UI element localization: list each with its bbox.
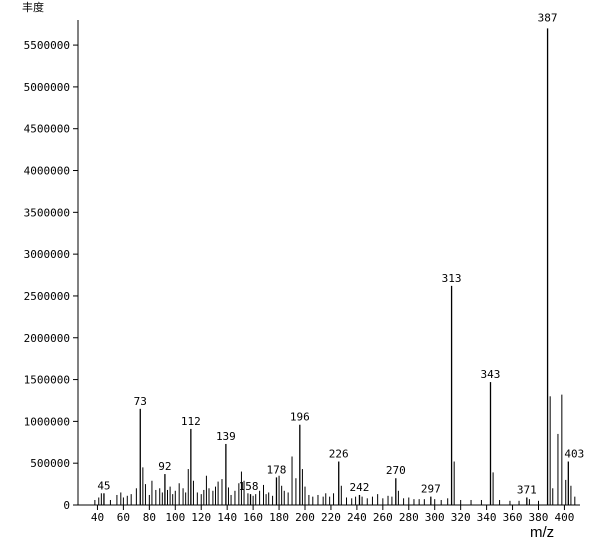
svg-text:240: 240	[347, 511, 367, 524]
svg-text:260: 260	[373, 511, 393, 524]
svg-text:60: 60	[117, 511, 130, 524]
svg-text:2500000: 2500000	[24, 290, 70, 303]
svg-text:178: 178	[267, 463, 287, 476]
svg-text:343: 343	[481, 368, 501, 381]
svg-text:5000000: 5000000	[24, 81, 70, 94]
svg-text:196: 196	[290, 411, 310, 424]
svg-text:400: 400	[554, 511, 574, 524]
svg-text:112: 112	[181, 415, 201, 428]
svg-text:280: 280	[399, 511, 419, 524]
svg-text:200: 200	[295, 511, 315, 524]
svg-text:0: 0	[63, 499, 70, 512]
svg-text:387: 387	[538, 11, 558, 24]
svg-text:180: 180	[269, 511, 289, 524]
svg-text:270: 270	[386, 464, 406, 477]
svg-text:320: 320	[451, 511, 471, 524]
svg-text:158: 158	[239, 480, 259, 493]
svg-text:73: 73	[134, 395, 147, 408]
svg-text:92: 92	[158, 460, 171, 473]
svg-text:100: 100	[165, 511, 185, 524]
svg-text:242: 242	[350, 481, 370, 494]
svg-text:5500000: 5500000	[24, 39, 70, 52]
svg-text:220: 220	[321, 511, 341, 524]
svg-text:2000000: 2000000	[24, 332, 70, 345]
svg-text:403: 403	[564, 448, 584, 461]
svg-text:360: 360	[503, 511, 523, 524]
svg-text:3000000: 3000000	[24, 248, 70, 261]
svg-text:4000000: 4000000	[24, 165, 70, 178]
svg-text:340: 340	[477, 511, 497, 524]
svg-text:500000: 500000	[30, 457, 70, 470]
svg-text:45: 45	[97, 479, 110, 492]
mass-spectrum-plot: 0 500000 1000000 1500000 2000000 2500000 30000…	[0, 0, 595, 545]
svg-text:139: 139	[216, 430, 236, 443]
svg-text:371: 371	[517, 483, 537, 496]
svg-text:40: 40	[91, 511, 104, 524]
svg-text:313: 313	[442, 272, 462, 285]
svg-text:297: 297	[421, 483, 441, 496]
svg-text:4500000: 4500000	[24, 123, 70, 136]
svg-text:1000000: 1000000	[24, 415, 70, 428]
svg-text:3500000: 3500000	[24, 206, 70, 219]
chart-container: 丰度 m/z 050000010000001500000200000025000…	[0, 0, 595, 545]
svg-text:80: 80	[143, 511, 156, 524]
svg-text:160: 160	[243, 511, 263, 524]
svg-text:120: 120	[191, 511, 211, 524]
svg-text:226: 226	[329, 448, 349, 461]
svg-text:1500000: 1500000	[24, 374, 70, 387]
svg-text:380: 380	[529, 511, 549, 524]
svg-text:140: 140	[217, 511, 237, 524]
svg-text:300: 300	[425, 511, 445, 524]
